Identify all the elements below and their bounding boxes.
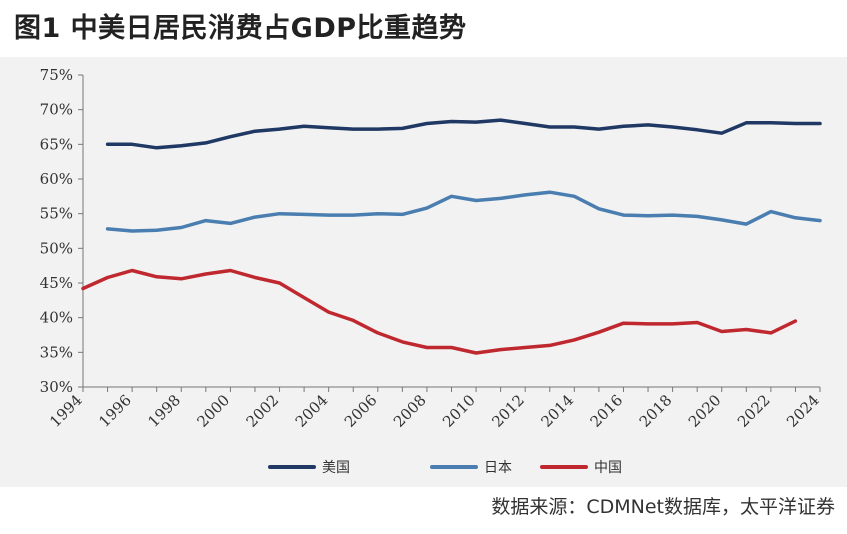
- x-tick-label: 1994: [46, 391, 86, 431]
- x-tick-label: 1996: [95, 391, 135, 431]
- x-tick-label: 2024: [783, 391, 823, 431]
- y-tick-label: 55%: [40, 205, 73, 223]
- x-tick-label: 2006: [341, 391, 381, 431]
- y-axis: 30% 35% 40% 45% 50% 55% 60% 65% 70% 75%: [40, 66, 84, 396]
- x-tick-label: 2022: [734, 391, 774, 431]
- line-chart: 30% 35% 40% 45% 50% 55% 60% 65% 70% 75% 1994 1996 1…: [40, 66, 823, 476]
- series-line-中国: [81, 268, 798, 355]
- y-tick-label: 40%: [40, 309, 73, 327]
- legend-label: 日本: [484, 460, 512, 476]
- series-layer: [81, 118, 822, 355]
- x-axis: 1994 1996 1998 2000 2002 2004 2006 2008 2010 2012…: [46, 386, 823, 431]
- y-tick-label: 35%: [40, 343, 73, 361]
- y-tick-label: 75%: [40, 66, 73, 84]
- y-tick-label: 50%: [40, 239, 73, 257]
- legend-label: 中国: [594, 460, 622, 476]
- legend: 美国 日本 中国: [268, 460, 622, 476]
- legend-label: 美国: [322, 460, 350, 476]
- x-tick-label: 2012: [488, 391, 528, 431]
- y-tick-label: 30%: [40, 378, 73, 396]
- x-tick-label: 2020: [685, 391, 725, 431]
- y-tick-label: 45%: [40, 274, 73, 292]
- x-tick-label: 2010: [439, 391, 479, 431]
- series-line-日本: [105, 190, 822, 233]
- x-tick-label: 2018: [636, 391, 676, 431]
- x-tick-label: 2002: [243, 391, 283, 431]
- y-tick-label: 60%: [40, 170, 73, 188]
- x-tick-label: 1998: [144, 391, 184, 431]
- x-tick-label: 2016: [587, 391, 627, 431]
- series-line-美国: [105, 118, 822, 150]
- x-tick-label: 2008: [390, 391, 430, 431]
- chart-title: 图1 中美日居民消费占GDP比重趋势: [14, 13, 467, 44]
- x-tick-label: 2000: [193, 391, 233, 431]
- x-tick-label: 2004: [292, 391, 332, 431]
- source-note: 数据来源：CDMNet数据库，太平洋证券: [491, 496, 835, 518]
- x-tick-label: 2014: [537, 391, 577, 431]
- y-tick-label: 70%: [40, 101, 73, 119]
- y-tick-label: 65%: [40, 135, 73, 153]
